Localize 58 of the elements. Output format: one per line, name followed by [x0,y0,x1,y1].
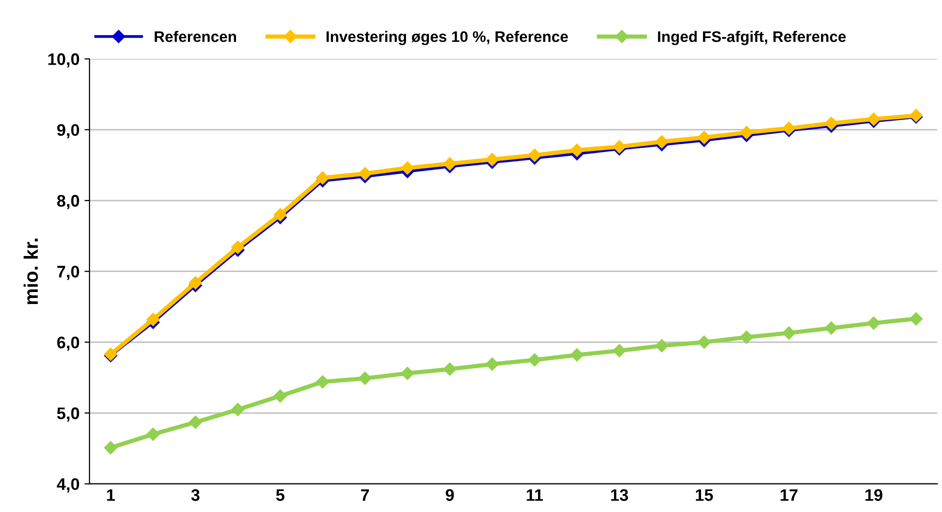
legend-label: Inged FS-afgift, Reference [658,30,846,46]
x-tick-label: 7 [361,489,369,501]
point [910,312,923,326]
point [698,336,711,349]
point [612,344,626,358]
point [740,330,754,344]
x-tick-label: 11 [526,489,543,501]
point [188,416,202,429]
point [528,353,542,366]
point [316,171,330,184]
y-tick-label: 5,0 [57,407,80,422]
y-tick-label: 7,0 [57,266,80,280]
point [824,321,838,335]
legend-label: Investering øges 10 %, Reference [326,30,568,46]
point [824,116,838,130]
point [782,326,796,340]
point [358,167,372,180]
x-tick-label: 5 [276,489,284,501]
x-tick-label: 19 [865,489,882,501]
point [655,135,668,148]
point [146,428,160,441]
point [231,402,244,416]
point [570,144,584,157]
x-tick-label: 9 [446,489,454,501]
y-tick-label: 4,0 [56,478,80,492]
point [104,441,118,454]
x-tick-label: 3 [191,489,200,501]
x-tick-label: 17 [780,489,798,501]
y-axis-title: mio. kr. [24,238,38,304]
y-tick-label: 6,0 [57,336,80,351]
x-tick-label: 1 [107,489,115,501]
point [274,389,287,403]
point [188,276,202,290]
point [698,130,711,144]
point [274,208,287,222]
y-tick-label: 8,0 [57,194,80,210]
y-tick-label: 10,0 [48,53,80,68]
point [358,372,372,385]
y-tick-label: 9,0 [57,124,80,138]
point [528,148,542,162]
point [400,161,414,175]
point [443,362,456,376]
legend-label: Referencen [154,30,236,42]
x-tick-label: 13 [611,489,628,501]
point [486,358,499,371]
point [316,375,330,388]
point [400,366,414,380]
point [740,126,754,140]
point [486,152,499,166]
x-tick-label: 15 [696,489,713,501]
point [782,122,796,135]
point [443,157,456,170]
point [867,112,880,126]
point [146,312,160,326]
point [655,339,668,352]
point [867,316,880,330]
point [231,240,244,254]
point [570,348,584,362]
